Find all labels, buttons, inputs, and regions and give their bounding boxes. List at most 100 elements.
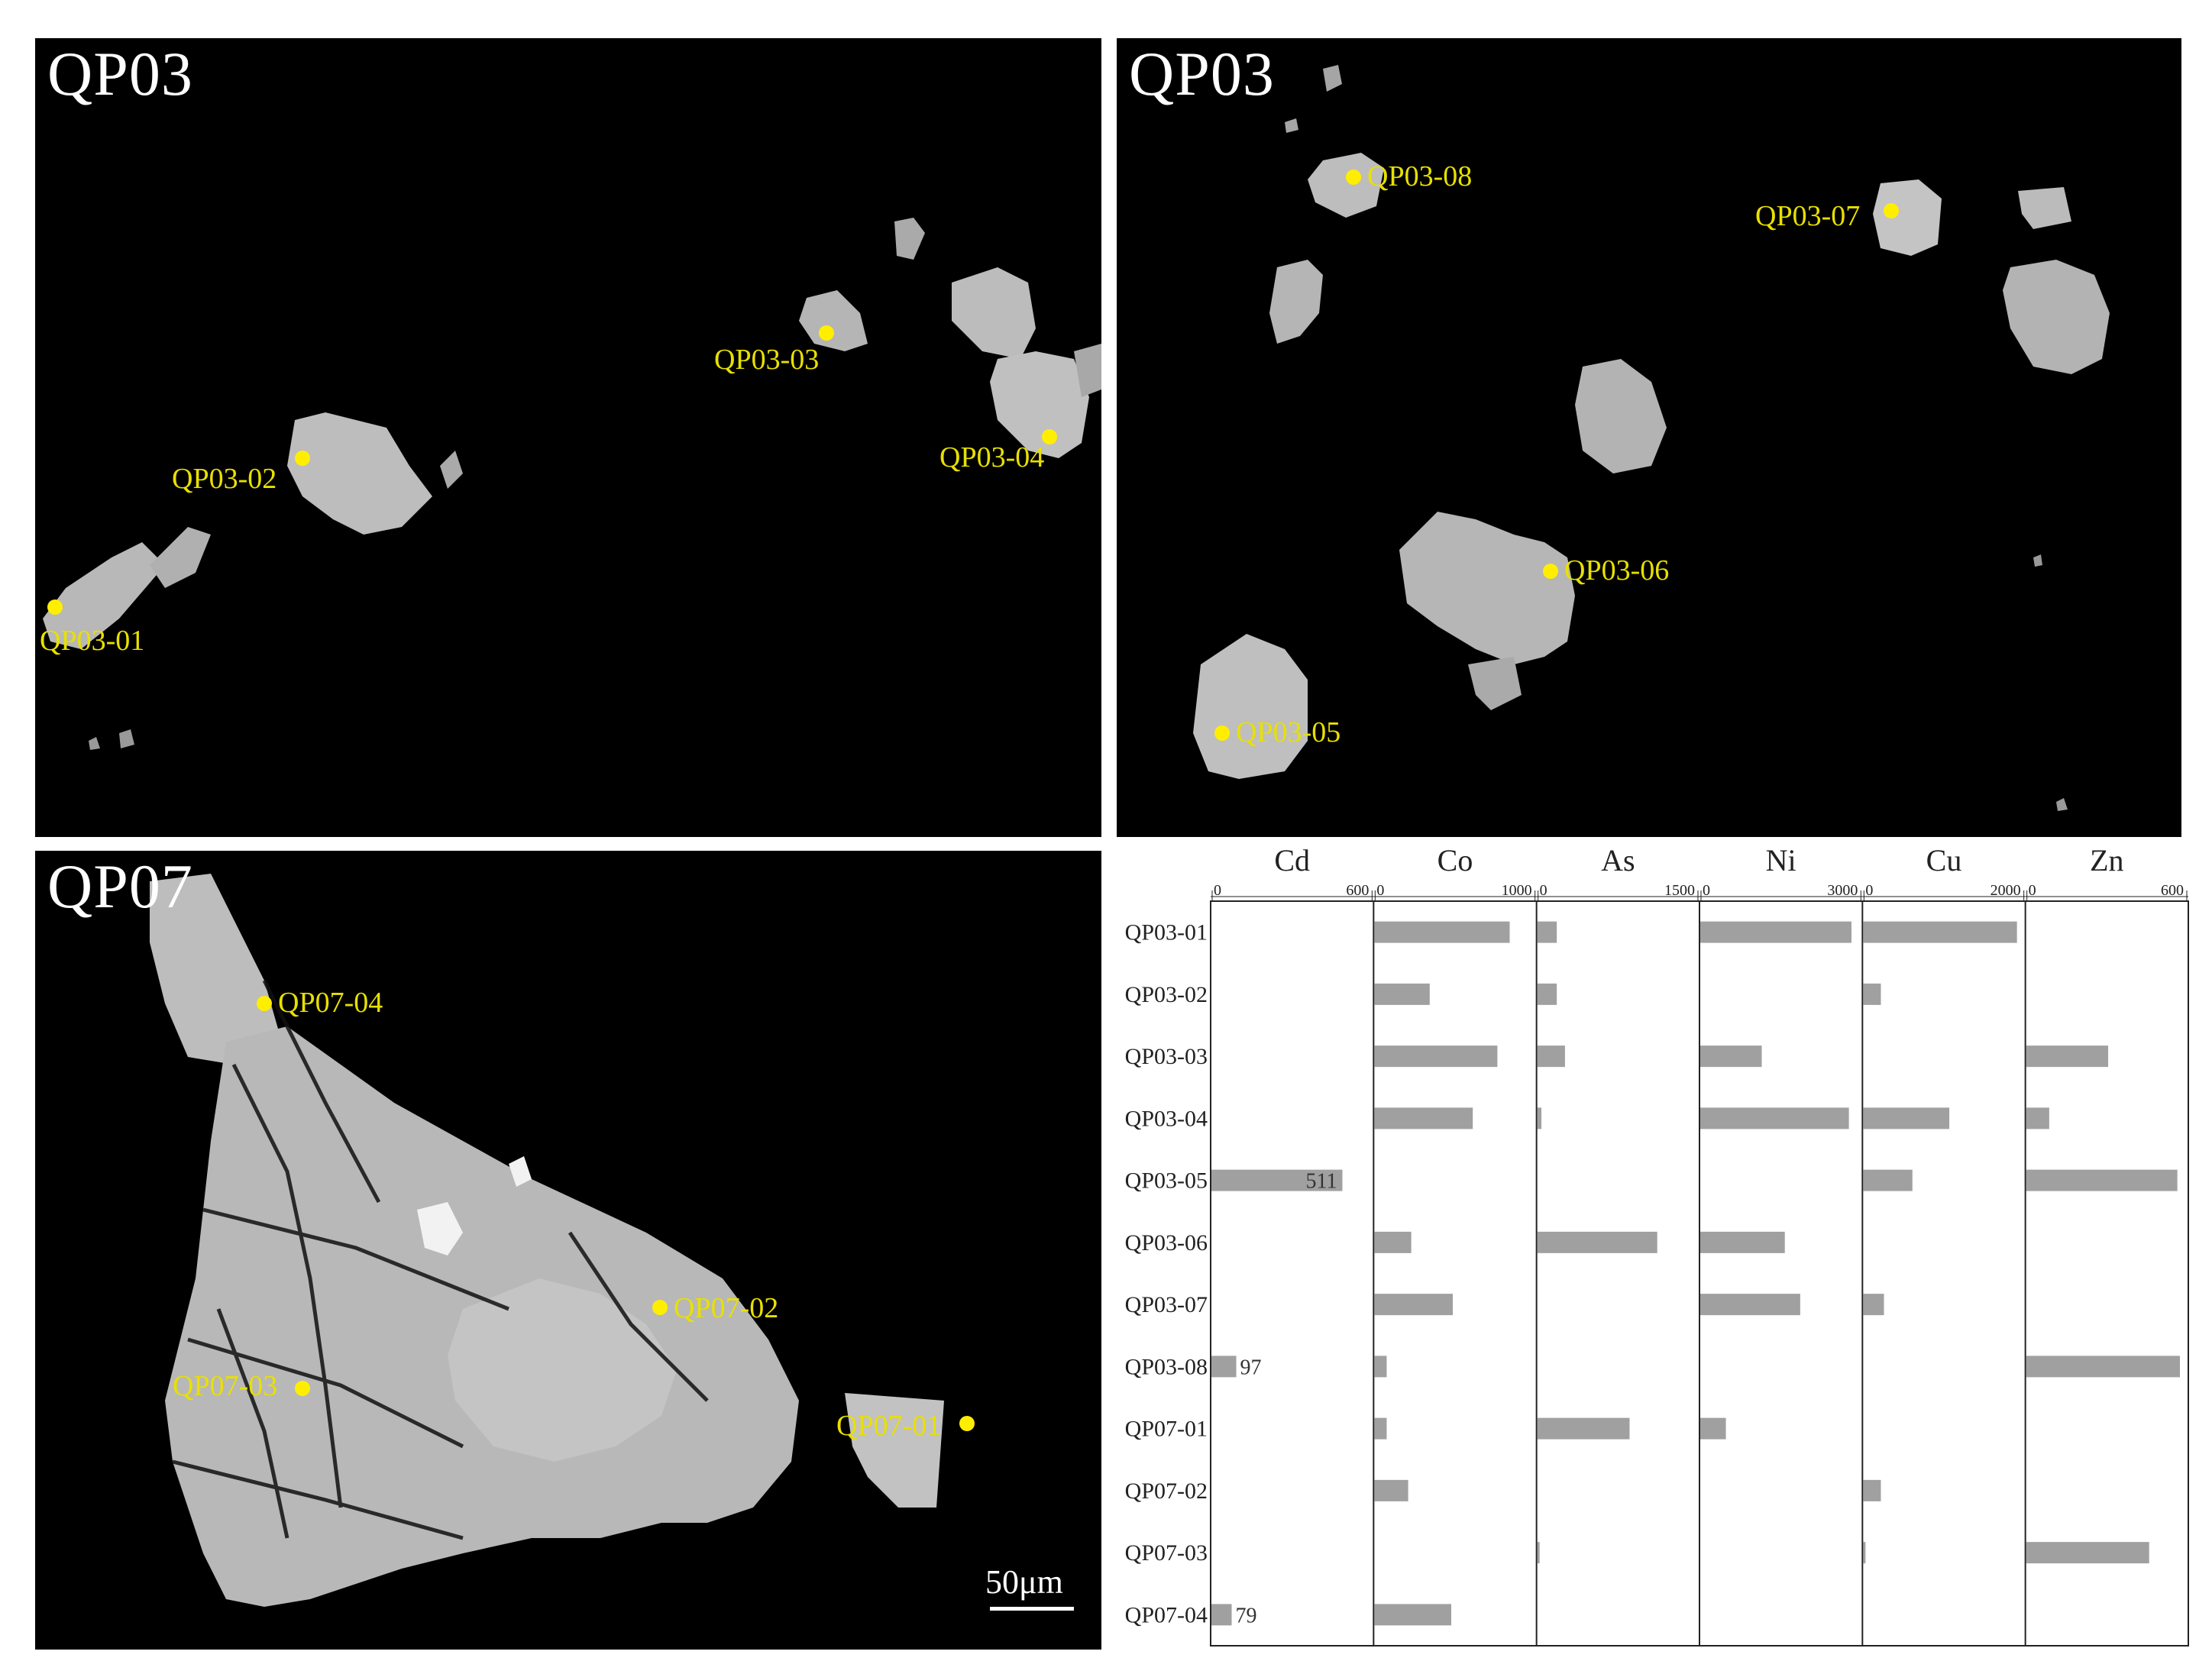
bar	[1374, 1604, 1451, 1626]
tick-label: 1500	[1664, 882, 1695, 899]
bar	[1863, 983, 1881, 1005]
tick-label: 0	[2029, 882, 2036, 899]
bar	[1211, 1356, 1237, 1378]
element-title: Co	[1437, 843, 1473, 877]
spot-label: QP03-07	[1755, 200, 1861, 232]
bar	[1374, 1231, 1412, 1253]
spot-marker	[1884, 203, 1899, 218]
tick-label: 0	[1214, 882, 1221, 899]
bse-image-qp03-b: QP03	[1117, 38, 2181, 837]
spot-marker	[1346, 170, 1361, 185]
element-title: As	[1601, 843, 1635, 877]
bar	[1374, 1045, 1498, 1068]
panel-label: QP07	[47, 852, 193, 921]
bar	[1863, 921, 2017, 943]
sample-label: QP07-02	[1125, 1478, 1208, 1504]
spot-marker	[1543, 564, 1558, 579]
sample-label: QP03-05	[1125, 1168, 1208, 1194]
spot-label: QP07-01	[836, 1410, 942, 1442]
bar	[1374, 1294, 1454, 1316]
tick-label: 0	[1376, 882, 1384, 899]
mineral-grains-a	[43, 218, 1101, 750]
bar	[1374, 1107, 1473, 1129]
sample-label: QP07-01	[1125, 1417, 1208, 1442]
sample-label: QP07-03	[1125, 1540, 1208, 1566]
spot-marker	[652, 1300, 668, 1315]
tick-label: 2000	[1990, 882, 2021, 899]
spot-label: QP03-08	[1367, 160, 1473, 192]
spot-marker	[1042, 429, 1057, 444]
bar	[1537, 1045, 1565, 1068]
bar	[1863, 1542, 1866, 1564]
bar	[1211, 1604, 1232, 1626]
tick-label: 600	[1346, 882, 1369, 899]
element-title: Cu	[1926, 843, 1962, 877]
data-label: 79	[1236, 1604, 1257, 1627]
spot-marker	[959, 1416, 975, 1431]
spot-label: QP07-03	[173, 1370, 278, 1402]
spot-label: QP03-01	[40, 625, 145, 657]
bar	[1863, 1294, 1884, 1316]
panel-label: QP03	[1129, 39, 1275, 108]
bar	[1211, 1169, 1343, 1191]
bar	[1374, 921, 1510, 943]
mineral-grains-b	[1193, 65, 2110, 811]
spot-marker	[295, 451, 310, 466]
scale-bar	[990, 1607, 1074, 1611]
sample-label: QP03-03	[1125, 1044, 1208, 1069]
bar	[1537, 1107, 1542, 1129]
spot-marker	[295, 1381, 310, 1396]
sample-label: QP03-02	[1125, 982, 1208, 1007]
bar	[1700, 1294, 1800, 1316]
spot-marker	[819, 325, 834, 341]
bar	[1700, 1417, 1726, 1440]
sample-label: QP03-04	[1125, 1106, 1208, 1131]
spot-label: QP03-02	[172, 463, 277, 495]
sample-label: QP03-06	[1125, 1230, 1208, 1256]
spot-label: QP03-04	[939, 441, 1045, 473]
spot-label: QP07-04	[278, 987, 383, 1019]
element-title: Zn	[2090, 843, 2123, 877]
sample-label: QP03-07	[1125, 1292, 1208, 1317]
bar	[1374, 1417, 1387, 1440]
sample-label: QP03-08	[1125, 1354, 1208, 1379]
trace-element-chart: Cd 0 600 511 97 79 Co 0 1000 As 0 1500 Ni 0 3000 Cu 0 200…	[1100, 840, 2192, 1650]
bar	[1537, 1542, 1540, 1564]
spot-label: QP03-06	[1564, 554, 1670, 587]
bar	[1863, 1107, 1950, 1129]
spot-label: QP07-02	[674, 1292, 779, 1324]
bar	[1700, 1107, 1849, 1129]
tick-label: 3000	[1827, 882, 1858, 899]
mineral-grains-c	[150, 874, 944, 1607]
bar	[2026, 1169, 2178, 1191]
spot-label: QP03-03	[714, 344, 820, 376]
data-label: 97	[1240, 1356, 1262, 1379]
tick-label: 0	[1703, 882, 1710, 899]
bar	[2026, 1107, 2049, 1129]
bar	[1374, 1356, 1387, 1378]
tick-label: 0	[1865, 882, 1873, 899]
spot-marker	[47, 599, 63, 615]
sample-label: QP07-04	[1125, 1602, 1208, 1627]
bar	[2026, 1542, 2149, 1564]
tick-label: 1000	[1502, 882, 1532, 899]
bar	[1537, 921, 1557, 943]
spot-label: QP03-05	[1236, 716, 1341, 748]
element-title: Cd	[1274, 843, 1310, 877]
bar	[1863, 1169, 1913, 1191]
sample-label: QP03-01	[1125, 920, 1208, 945]
panel-label: QP03	[47, 39, 193, 108]
bar	[1537, 983, 1557, 1005]
spot-marker	[1214, 726, 1230, 741]
bar	[1537, 1231, 1657, 1253]
bar	[1863, 1479, 1881, 1501]
spot-marker	[257, 996, 272, 1011]
bar	[2026, 1045, 2109, 1068]
tick-label: 600	[2161, 882, 2184, 899]
tick-label: 0	[1540, 882, 1547, 899]
element-title: Ni	[1766, 843, 1796, 877]
data-label: 511	[1306, 1170, 1337, 1194]
bse-image-qp07: QP07 50μm	[35, 851, 1101, 1650]
bar	[1537, 1417, 1630, 1440]
bar	[2026, 1356, 2180, 1378]
